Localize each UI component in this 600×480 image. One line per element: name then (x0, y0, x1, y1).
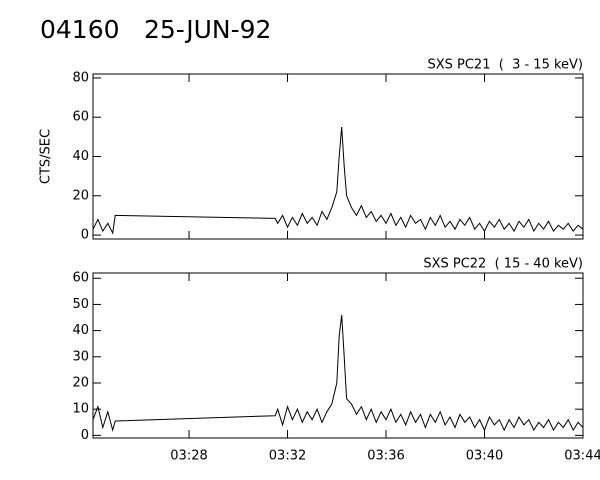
x-tick-label: 03:36 (367, 449, 404, 464)
panel-title: SXS PC22 ( 15 - 40 keV) (423, 257, 583, 272)
plot-frame (92, 73, 584, 240)
y-tick-label: 40 (72, 149, 89, 164)
y-tick-label: 0 (81, 228, 89, 243)
page-id: 04160 (40, 15, 120, 44)
y-tick-label: 40 (72, 323, 89, 338)
x-tick-label: 03:32 (269, 449, 306, 464)
data-line (92, 314, 584, 433)
page-date: 25-JUN-92 (144, 15, 271, 44)
plot-frame (92, 272, 584, 439)
panel-title: SXS PC21 ( 3 - 15 keV) (427, 58, 583, 73)
y-tick-label: 60 (72, 271, 89, 286)
y-tick-label: 20 (72, 376, 89, 391)
y-tick-label: 80 (72, 70, 89, 85)
x-tick-label: 03:44 (564, 449, 600, 464)
x-tick-label: 03:40 (466, 449, 503, 464)
y-tick-label: 30 (72, 349, 89, 364)
y-tick-label: 10 (72, 402, 89, 417)
y-tick-label: 20 (72, 188, 89, 203)
y-tick-label: 50 (72, 297, 89, 312)
y-axis-label: CTS/SEC (39, 129, 54, 184)
y-tick-label: 60 (72, 110, 89, 125)
data-line (92, 126, 584, 235)
y-tick-label: 0 (81, 428, 89, 443)
x-tick-label: 03:28 (170, 449, 207, 464)
